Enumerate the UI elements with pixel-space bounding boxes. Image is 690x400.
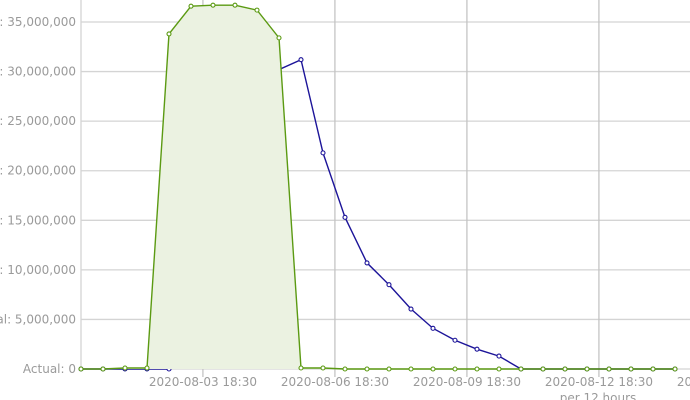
series-1-point (408, 306, 414, 312)
series-0-point (78, 366, 84, 372)
series-0-point (386, 366, 392, 372)
series-0-point (254, 7, 260, 13)
series-0-area-fill (103, 5, 345, 370)
x-tick-label: 2020-08-09 18:30 (413, 375, 521, 389)
series-0-point (606, 366, 612, 372)
series-0-point (320, 365, 326, 371)
series-1-point (474, 346, 480, 352)
series-0-point (276, 35, 282, 41)
y-tick-label: Actual: 35,000,000 (0, 15, 76, 29)
series-0-point (562, 366, 568, 372)
series-1-point (364, 260, 370, 266)
series-0-point (452, 366, 458, 372)
x-tick-label: 2020-08-06 18:30 (281, 375, 389, 389)
series-1-point (342, 214, 348, 220)
series-0-point (628, 366, 634, 372)
series-0-point (364, 366, 370, 372)
y-tick-label: Actual: 10,000,000 (0, 263, 76, 277)
series-1-point (298, 57, 304, 63)
x-tick-label: 2020-08-15 18:30 (677, 375, 690, 389)
series-0-point (540, 366, 546, 372)
series-0-point (408, 366, 414, 372)
series-0-point (672, 366, 678, 372)
y-tick-label: Actual: 5,000,000 (0, 312, 76, 326)
y-tick-label: Actual: 20,000,000 (0, 164, 76, 178)
series-0-point (166, 31, 172, 37)
series-1-point (320, 150, 326, 156)
y-tick-label: Actual: 25,000,000 (0, 114, 76, 128)
series-0-point (518, 366, 524, 372)
axes: Actual: 0 Actual: 5,000,000 Actual: 10,000… (0, 15, 690, 389)
series-0-point (474, 366, 480, 372)
series-0-point (144, 365, 150, 371)
series-0-point (232, 2, 238, 8)
y-tick-label: Actual: 15,000,000 (0, 213, 76, 227)
series-0-point (584, 366, 590, 372)
series-1-point (452, 337, 458, 343)
series-1-point (386, 282, 392, 288)
series-0-point (342, 366, 348, 372)
series (78, 2, 678, 372)
series-0-point (188, 3, 194, 9)
series-0-point (122, 365, 128, 371)
x-tick-label: 2020-08-03 18:30 (149, 375, 257, 389)
series-0-line (81, 4, 675, 370)
series-0-point (100, 366, 106, 372)
series-1-point (496, 353, 502, 359)
series-0-point (210, 2, 216, 8)
x-tick-label: 2020-08-12 18:30 (545, 375, 653, 389)
y-tick-label: Actual: 0 (23, 362, 76, 376)
series-1-point (430, 325, 436, 331)
series-0-point (650, 366, 656, 372)
series-0-point (496, 366, 502, 372)
y-tick-label: Actual: 30,000,000 (0, 65, 76, 79)
series-0-point (430, 366, 436, 372)
x-axis-label: per 12 hours (560, 391, 637, 400)
series-0-point (298, 365, 304, 371)
